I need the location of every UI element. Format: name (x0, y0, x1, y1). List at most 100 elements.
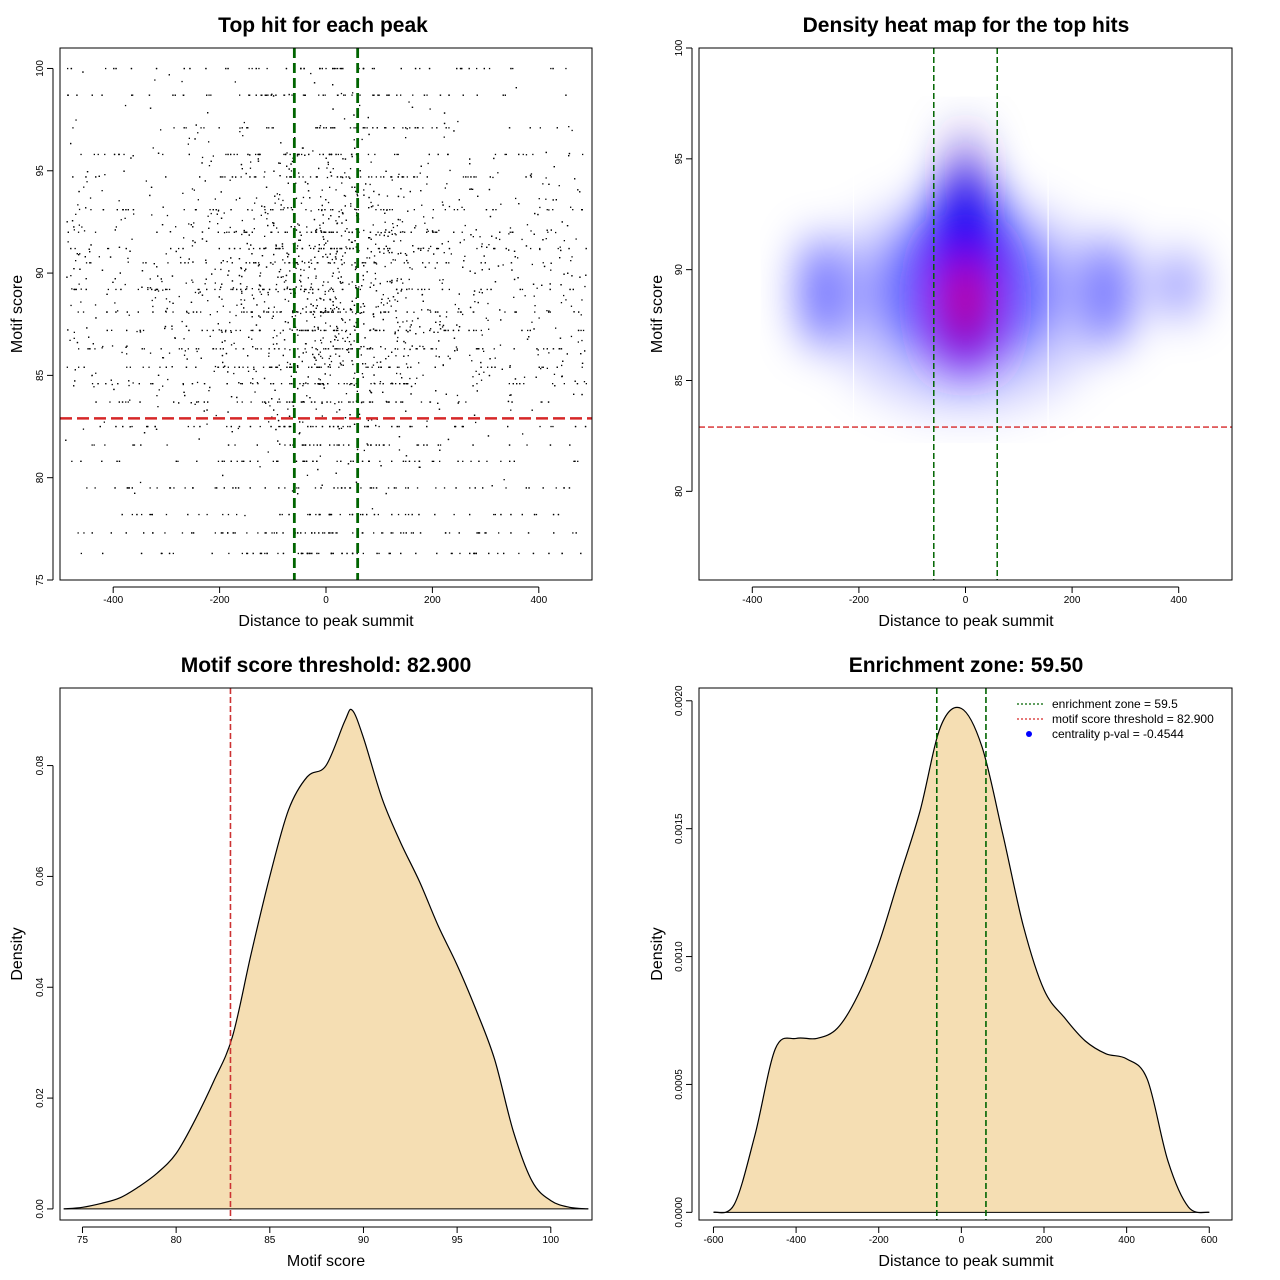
scatter-point (243, 231, 245, 233)
scatter-point (550, 425, 552, 428)
scatter-point (362, 303, 364, 305)
scatter-point (129, 399, 131, 401)
scatter-point (487, 366, 489, 368)
scatter-point (206, 409, 208, 411)
scatter-point (345, 393, 348, 395)
scatter-point (283, 94, 285, 96)
scatter-point (382, 532, 384, 534)
scatter-point (235, 487, 237, 489)
panel4-ylabel: Density (649, 927, 666, 980)
scatter-point (510, 409, 512, 411)
scatter-point (220, 268, 222, 271)
scatter-point (273, 222, 275, 224)
scatter-point (329, 366, 331, 368)
scatter-point (240, 383, 242, 385)
scatter-point (378, 94, 380, 96)
scatter-point (279, 332, 282, 334)
scatter-point (475, 229, 477, 231)
scatter-point (522, 433, 524, 435)
scatter-point (323, 384, 325, 386)
scatter-point (180, 262, 182, 264)
scatter-point (104, 444, 106, 446)
scatter-point (488, 268, 490, 270)
scatter-point (295, 460, 298, 462)
scatter-point (201, 238, 204, 240)
scatter-point (571, 129, 573, 132)
scatter-point (454, 425, 457, 428)
scatter-point (173, 401, 175, 403)
scatter-point (281, 243, 284, 245)
scatter-point (426, 420, 428, 422)
scatter-point (310, 231, 313, 233)
scatter-point (66, 366, 68, 368)
scatter-point (550, 262, 552, 264)
scatter-point (529, 329, 531, 332)
scatter-point (307, 277, 309, 279)
scatter-point (395, 317, 398, 319)
scatter-point (118, 153, 120, 156)
scatter-point (278, 198, 280, 200)
scatter-point (337, 267, 339, 270)
scatter-point (227, 153, 229, 156)
scatter-point (314, 363, 316, 365)
scatter-point (228, 231, 230, 233)
scatter-point (584, 285, 586, 288)
scatter-point (307, 183, 309, 185)
scatter-point (200, 311, 202, 313)
scatter-point (499, 231, 501, 233)
scatter-point (573, 393, 575, 395)
scatter-point (438, 408, 441, 410)
scatter-point (418, 460, 420, 462)
scatter-point (384, 221, 386, 223)
scatter-point (402, 231, 404, 233)
scatter-point (138, 383, 140, 385)
scatter-point (312, 313, 314, 316)
scatter-point (182, 383, 184, 386)
scatter-point (401, 176, 404, 178)
scatter-point (585, 383, 587, 385)
scatter-point (502, 94, 504, 96)
scatter-point (154, 297, 157, 299)
scatter-point (295, 267, 297, 269)
scatter-point (416, 487, 419, 489)
scatter-point (131, 487, 133, 489)
scatter-point (306, 231, 308, 233)
scatter-point (294, 137, 296, 139)
scatter-point (447, 153, 449, 156)
scatter-point (317, 288, 320, 291)
scatter-point (383, 444, 385, 446)
scatter-point (288, 262, 291, 264)
y-tick-label: 0.0015 (674, 813, 685, 844)
scatter-point (408, 101, 410, 103)
scatter-point (347, 425, 349, 428)
scatter-point (286, 231, 288, 233)
scatter-point (330, 341, 332, 343)
scatter-point (453, 337, 456, 339)
scatter-point (102, 552, 104, 555)
scatter-point (203, 383, 206, 385)
scatter-point (161, 280, 163, 283)
scatter-point (483, 350, 485, 352)
scatter-point (471, 360, 473, 362)
scatter-point (172, 552, 174, 555)
scatter-point (493, 157, 495, 160)
scatter-point (508, 127, 511, 129)
scatter-point (249, 487, 251, 489)
scatter-point (346, 349, 348, 351)
scatter-point (324, 309, 327, 312)
scatter-point (162, 385, 164, 387)
scatter-point (155, 67, 158, 70)
scatter-point (104, 153, 106, 156)
scatter-point (227, 532, 229, 534)
scatter-point (107, 247, 109, 250)
scatter-point (443, 112, 446, 114)
scatter-point (494, 247, 496, 250)
scatter-point (448, 127, 450, 129)
scatter-point (228, 247, 231, 250)
scatter-point (126, 366, 128, 368)
y-tick-label: 0.0010 (674, 941, 685, 972)
scatter-point (279, 247, 281, 250)
scatter-point (276, 227, 278, 229)
scatter-point (221, 354, 224, 357)
scatter-point (287, 300, 290, 302)
